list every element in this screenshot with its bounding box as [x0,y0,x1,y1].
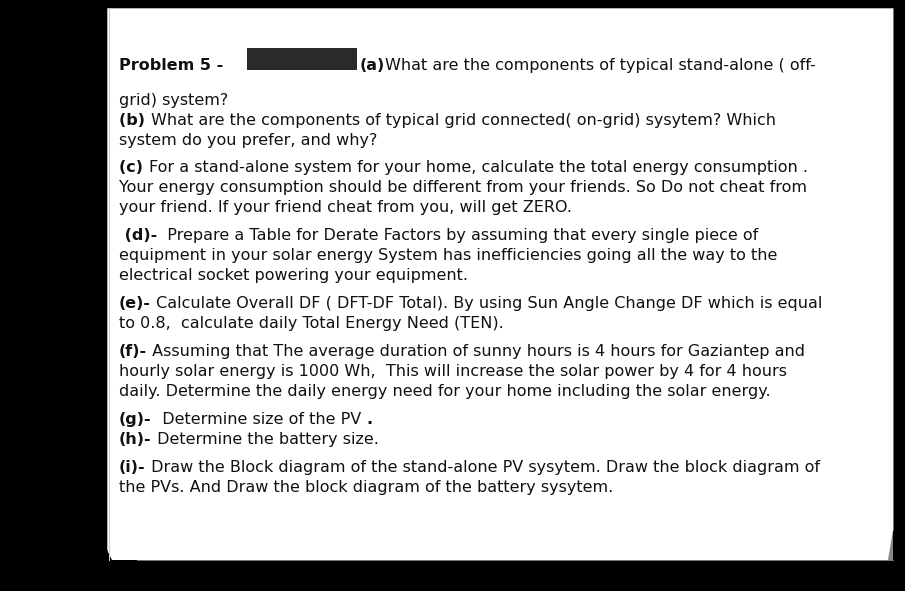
Bar [0,560,905,591]
PathPatch shape [888,530,893,560]
Text: .: . [366,412,372,427]
Text: system do you prefer, and why?: system do you prefer, and why? [119,133,377,148]
Text: to 0.8,  calculate daily Total Energy Need (TEN).: to 0.8, calculate daily Total Energy Nee… [119,316,504,331]
Text: grid) system?: grid) system? [119,93,228,108]
Text: (i)-: (i)- [119,460,146,475]
Text: (h)-: (h)- [119,432,152,447]
PathPatch shape [0,8,112,560]
Text: hourly solar energy is 1000 Wh,  This will increase the solar power by 4 for 4 h: hourly solar energy is 1000 Wh, This wil… [119,364,787,379]
Bar [893,8,905,591]
Text: daily. Determine the daily energy need for your home including the solar energy.: daily. Determine the daily energy need f… [119,384,771,399]
Text: electrical socket powering your equipment.: electrical socket powering your equipmen… [119,268,468,283]
Text: Determine the battery size.: Determine the battery size. [152,432,378,447]
Text: (e)-: (e)- [119,296,151,311]
Text: (a): (a) [360,58,386,73]
Bar [247,48,357,70]
Text: (d)-: (d)- [119,228,157,243]
Text: (g)-: (g)- [119,412,152,427]
Text: (b): (b) [119,113,150,128]
Text: What are the components of typical grid connected( on-grid) sysytem? Which: What are the components of typical grid … [150,113,776,128]
Text: What are the components of typical stand-alone ( off-: What are the components of typical stand… [386,58,816,73]
Text: Your energy consumption should be different from your friends. So Do not cheat f: Your energy consumption should be differ… [119,180,807,195]
Text: Prepare a Table for Derate Factors by assuming that every single piece of: Prepare a Table for Derate Factors by as… [157,228,758,243]
Text: equipment in your solar energy System has inefficiencies going all the way to th: equipment in your solar energy System ha… [119,248,777,263]
Text: Determine size of the PV: Determine size of the PV [152,412,366,427]
Text: For a stand-alone system for your home, calculate the total energy consumption .: For a stand-alone system for your home, … [148,160,807,175]
Text: (c): (c) [119,160,148,175]
Text: Draw the Block diagram of the stand-alone PV sysytem. Draw the block diagram of: Draw the Block diagram of the stand-alon… [146,460,820,475]
Bar [107,8,893,560]
Bar [0,0,905,8]
Text: (f)-: (f)- [119,344,148,359]
Text: Assuming that The average duration of sunny hours is 4 hours for Gaziantep and: Assuming that The average duration of su… [148,344,805,359]
Text: Calculate Overall DF ( DFT-DF Total). By using Sun Angle Change DF which is equa: Calculate Overall DF ( DFT-DF Total). By… [151,296,823,311]
Text: the PVs. And Draw the block diagram of the battery sysytem.: the PVs. And Draw the block diagram of t… [119,480,614,495]
Text: Problem 5 -: Problem 5 - [119,58,224,73]
Text: your friend. If your friend cheat from you, will get ZERO.: your friend. If your friend cheat from y… [119,200,572,215]
